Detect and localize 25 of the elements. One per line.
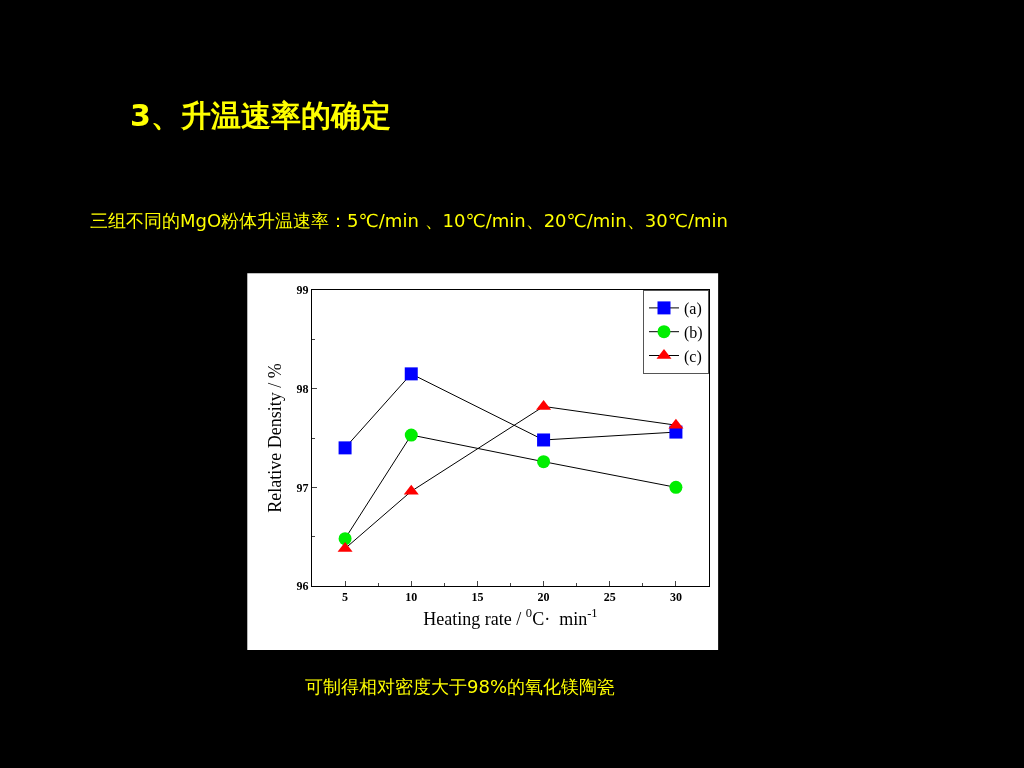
legend-label: (b) — [684, 323, 703, 342]
point — [537, 433, 551, 447]
chart-subtitle: 三组不同的MgO粉体升温速率：5℃/min 、10℃/min、20℃/min、30℃/min — [90, 210, 728, 231]
point — [338, 532, 352, 546]
y-tick-label: 97 — [296, 480, 309, 495]
x-tick-label: 30 — [669, 590, 682, 605]
legend-label: (a) — [684, 300, 702, 319]
y-tick-label: 98 — [296, 381, 309, 396]
legend-label: (c) — [684, 347, 702, 366]
x-tick-label: 15 — [471, 590, 484, 605]
point — [669, 480, 683, 494]
y-tick-label: 99 — [296, 283, 309, 298]
point — [404, 367, 418, 381]
point — [338, 441, 352, 455]
point — [537, 455, 551, 469]
chart-title: 3、升温速率的确定 — [130, 97, 391, 133]
x-tick-label: 10 — [405, 590, 418, 605]
point — [404, 428, 418, 442]
x-tick-label: 25 — [603, 590, 616, 605]
x-tick-label: 5 — [342, 590, 349, 605]
y-axis-title: Relative Density / % — [264, 363, 285, 513]
x-axis-title: Heating rate / $^{0}$C· min$^{-1}$ — [423, 605, 598, 629]
text: 可制得相对密度大于98%的氧化镁陶瓷 — [305, 676, 616, 697]
x-tick-label: 20 — [537, 590, 550, 605]
y-tick-label: 96 — [296, 579, 309, 594]
